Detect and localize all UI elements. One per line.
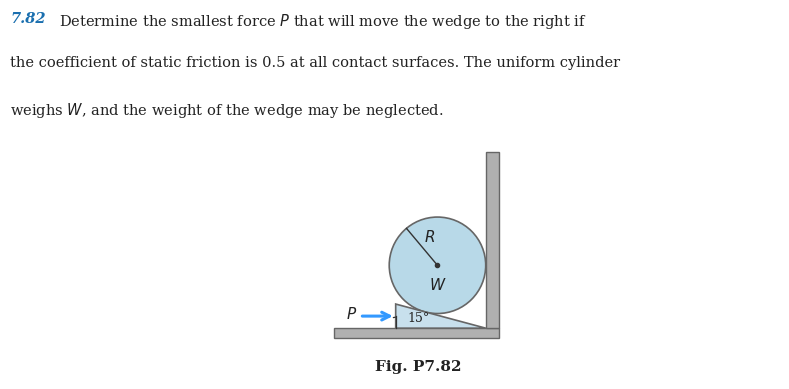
Text: the coefficient of static friction is 0.5 at all contact surfaces. The uniform c: the coefficient of static friction is 0.… [10, 56, 620, 70]
Polygon shape [396, 304, 486, 328]
Text: Determine the smallest force $P$ that will move the wedge to the right if: Determine the smallest force $P$ that wi… [59, 12, 587, 31]
Text: weighs $W$, and the weight of the wedge may be neglected.: weighs $W$, and the weight of the wedge … [10, 101, 443, 120]
Text: 7.82: 7.82 [10, 12, 46, 26]
Text: Fig. P7.82: Fig. P7.82 [375, 360, 462, 374]
Text: 15°: 15° [408, 312, 430, 325]
Text: $R$: $R$ [424, 229, 436, 245]
Bar [334, 328, 499, 338]
Circle shape [389, 217, 486, 314]
Bar [486, 152, 499, 328]
Text: $W$: $W$ [428, 277, 447, 293]
Text: $P$: $P$ [346, 306, 357, 322]
